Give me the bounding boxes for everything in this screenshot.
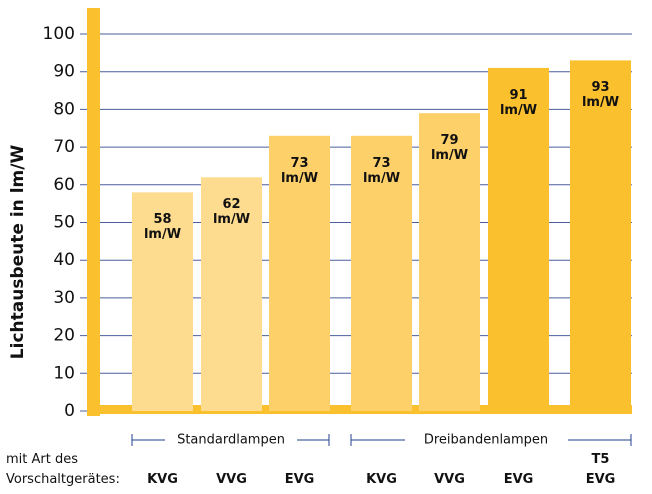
y-tick-label: 50 xyxy=(53,213,75,233)
value-label: 58 lm/W xyxy=(143,212,182,243)
y-axis xyxy=(87,8,100,416)
value-label: 73 lm/W xyxy=(280,155,319,186)
x-tick-label: EVG xyxy=(503,472,534,487)
y-tick-label: 80 xyxy=(53,99,75,119)
x-tick-label: KVG xyxy=(366,472,397,487)
bar xyxy=(351,135,412,412)
bar xyxy=(488,67,549,412)
y-tick-label: 30 xyxy=(53,288,75,308)
x-tick-label: VVG xyxy=(434,472,465,487)
y-tick-label: 100 xyxy=(43,24,75,44)
bar xyxy=(201,177,262,411)
x-axis-label: mit Art des Vorschaltgerätes: xyxy=(6,452,120,487)
x-tick-label: VVG xyxy=(216,472,247,487)
value-label: 79 lm/W xyxy=(430,133,469,164)
y-tick-label: 20 xyxy=(53,326,75,346)
bar xyxy=(419,113,480,412)
bar xyxy=(132,192,193,411)
value-label: 91 lm/W xyxy=(499,87,538,118)
group-brackets xyxy=(131,434,632,446)
group-label: Dreibandenlampen xyxy=(424,433,548,448)
x-tick-label: T5 EVG xyxy=(585,452,616,487)
y-tick-label: 70 xyxy=(53,137,75,157)
x-tick-label: KVG xyxy=(147,472,178,487)
bar xyxy=(269,135,330,412)
value-label: 93 lm/W xyxy=(581,80,620,111)
bar xyxy=(570,60,631,411)
y-tick-label: 40 xyxy=(53,250,75,270)
x-tick-label: EVG xyxy=(284,472,315,487)
y-axis-label: Lichtausbeute in lm/W xyxy=(8,145,28,360)
y-tick-label: 10 xyxy=(53,363,75,383)
group-label: Standardlampen xyxy=(177,433,285,448)
y-tick-label: 0 xyxy=(64,401,75,421)
y-tick-label: 90 xyxy=(53,62,75,82)
value-label: 73 lm/W xyxy=(362,155,401,186)
y-tick-label: 60 xyxy=(53,175,75,195)
value-label: 62 lm/W xyxy=(212,197,251,228)
